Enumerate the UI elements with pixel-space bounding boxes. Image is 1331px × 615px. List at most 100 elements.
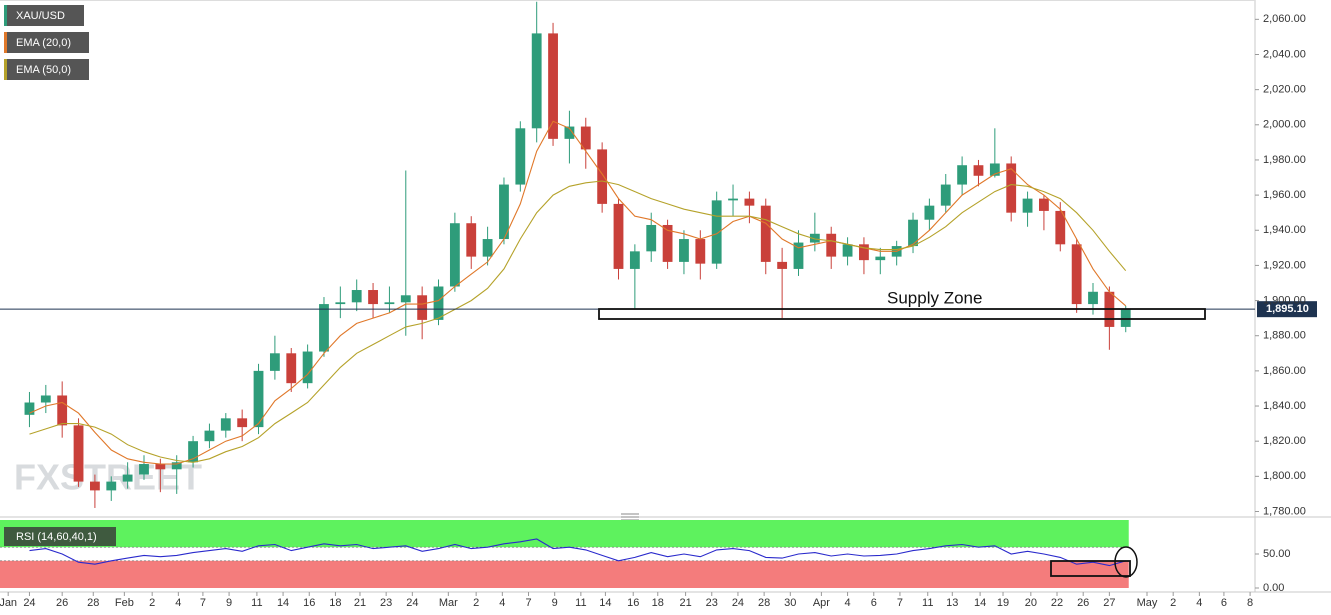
x-tick-label: 14 xyxy=(277,597,289,609)
x-tick-label: May xyxy=(1137,597,1158,609)
candle-body xyxy=(924,205,935,220)
x-tick-label: 4 xyxy=(499,597,505,609)
x-tick-label: 13 xyxy=(946,597,958,609)
line-series xyxy=(29,180,1127,463)
candle-body xyxy=(351,290,362,303)
candle-body xyxy=(449,223,460,287)
x-tick-label: 8 xyxy=(1247,597,1253,609)
y-tick-label: 1,820.00 xyxy=(1263,435,1306,447)
candle-body xyxy=(728,198,738,201)
x-tick-label: 24 xyxy=(406,597,418,609)
candle-body xyxy=(809,233,820,243)
x-tick-label: 22 xyxy=(1051,597,1063,609)
candle-body xyxy=(564,126,575,139)
candle-body xyxy=(417,295,428,320)
x-tick-label: 2 xyxy=(149,597,155,609)
x-tick-label: 23 xyxy=(706,597,718,609)
x-tick-label: 14 xyxy=(974,597,986,609)
candle-body xyxy=(580,126,591,150)
candle-body xyxy=(711,200,722,264)
candle-body xyxy=(760,205,771,262)
x-tick-label: 9 xyxy=(552,597,558,609)
candle-body xyxy=(171,462,182,470)
candle-body xyxy=(466,223,477,257)
x-tick-label: 19 xyxy=(997,597,1009,609)
line-series xyxy=(29,120,1127,465)
candle-body xyxy=(695,239,706,264)
x-tick-label: 16 xyxy=(627,597,639,609)
candle-body xyxy=(253,370,264,428)
candle-body xyxy=(1071,244,1082,305)
x-tick-label: 20 xyxy=(1025,597,1037,609)
candle-body xyxy=(859,244,869,261)
candle-body xyxy=(597,149,608,204)
candle-body xyxy=(973,165,984,176)
candle-body xyxy=(646,224,657,252)
candle-body xyxy=(57,395,68,426)
y-tick-label: 2,060.00 xyxy=(1263,13,1306,25)
x-tick-label: 7 xyxy=(200,597,206,609)
x-tick-label: 4 xyxy=(1196,597,1202,609)
candle-body xyxy=(744,198,755,206)
x-tick-label: Feb xyxy=(115,597,134,609)
legend-box[interactable] xyxy=(4,32,89,53)
x-tick-label: 24 xyxy=(732,597,744,609)
x-tick-label: 21 xyxy=(679,597,691,609)
x-tick-label: 27 xyxy=(1103,597,1115,609)
y-tick-label: 1,880.00 xyxy=(1263,330,1306,342)
y-tick-label: 0.00 xyxy=(1263,582,1284,594)
candle-body xyxy=(89,481,100,491)
lower-band xyxy=(0,560,1129,588)
line-series xyxy=(29,538,1126,567)
x-tick-label: 28 xyxy=(87,597,99,609)
x-tick-label: 18 xyxy=(652,597,664,609)
candle-body xyxy=(613,203,624,269)
y-tick-label: 1,800.00 xyxy=(1263,470,1306,482)
candle-body xyxy=(237,418,248,428)
x-tick-label: 6 xyxy=(871,597,877,609)
candle-body xyxy=(220,418,231,431)
candle-body xyxy=(793,242,804,269)
candle-body xyxy=(400,295,411,303)
candle-body xyxy=(679,239,689,262)
upper-band xyxy=(0,520,1129,548)
candle-body xyxy=(335,302,346,305)
y-tick-label: 1,780.00 xyxy=(1263,505,1306,517)
x-tick-label: 24 xyxy=(23,597,35,609)
candle-body xyxy=(777,261,788,269)
legend-label: EMA (20,0) xyxy=(16,37,71,49)
x-tick-label: 18 xyxy=(329,597,341,609)
x-tick-label: 7 xyxy=(897,597,903,609)
candle-body xyxy=(662,224,673,262)
x-tick-label: Jan xyxy=(0,597,17,609)
legend-box[interactable] xyxy=(4,59,89,80)
candle-body xyxy=(188,441,198,463)
y-tick-label: 2,040.00 xyxy=(1263,48,1306,60)
candle-body xyxy=(1039,198,1049,211)
legend-swatch xyxy=(4,5,7,26)
candle-body xyxy=(1088,291,1098,305)
y-tick-label: 1,980.00 xyxy=(1263,154,1306,166)
legend-box[interactable] xyxy=(4,527,116,546)
legend-box[interactable] xyxy=(4,5,84,26)
x-tick-label: 30 xyxy=(784,597,796,609)
candle-body xyxy=(842,244,853,257)
candle-body xyxy=(531,33,542,129)
legend-swatch xyxy=(4,59,7,80)
x-tick-label: 7 xyxy=(525,597,531,609)
legend-label: XAU/USD xyxy=(16,10,65,22)
supply-zone xyxy=(598,308,1206,320)
y-tick-label: 1,860.00 xyxy=(1263,365,1306,377)
x-tick-label: Apr xyxy=(813,597,830,609)
x-tick-label: 4 xyxy=(845,597,851,609)
x-tick-label: 28 xyxy=(758,597,770,609)
candle-body xyxy=(515,128,526,185)
x-tick-label: 6 xyxy=(1221,597,1227,609)
candle-body xyxy=(155,464,166,470)
x-tick-label: 23 xyxy=(380,597,392,609)
candle-body xyxy=(957,165,968,185)
x-tick-label: 16 xyxy=(303,597,315,609)
legend: XAU/USD EMA (20,0) EMA (50,0) RSI (14,60… xyxy=(4,5,116,546)
y-tick-label: 1,960.00 xyxy=(1263,189,1306,201)
